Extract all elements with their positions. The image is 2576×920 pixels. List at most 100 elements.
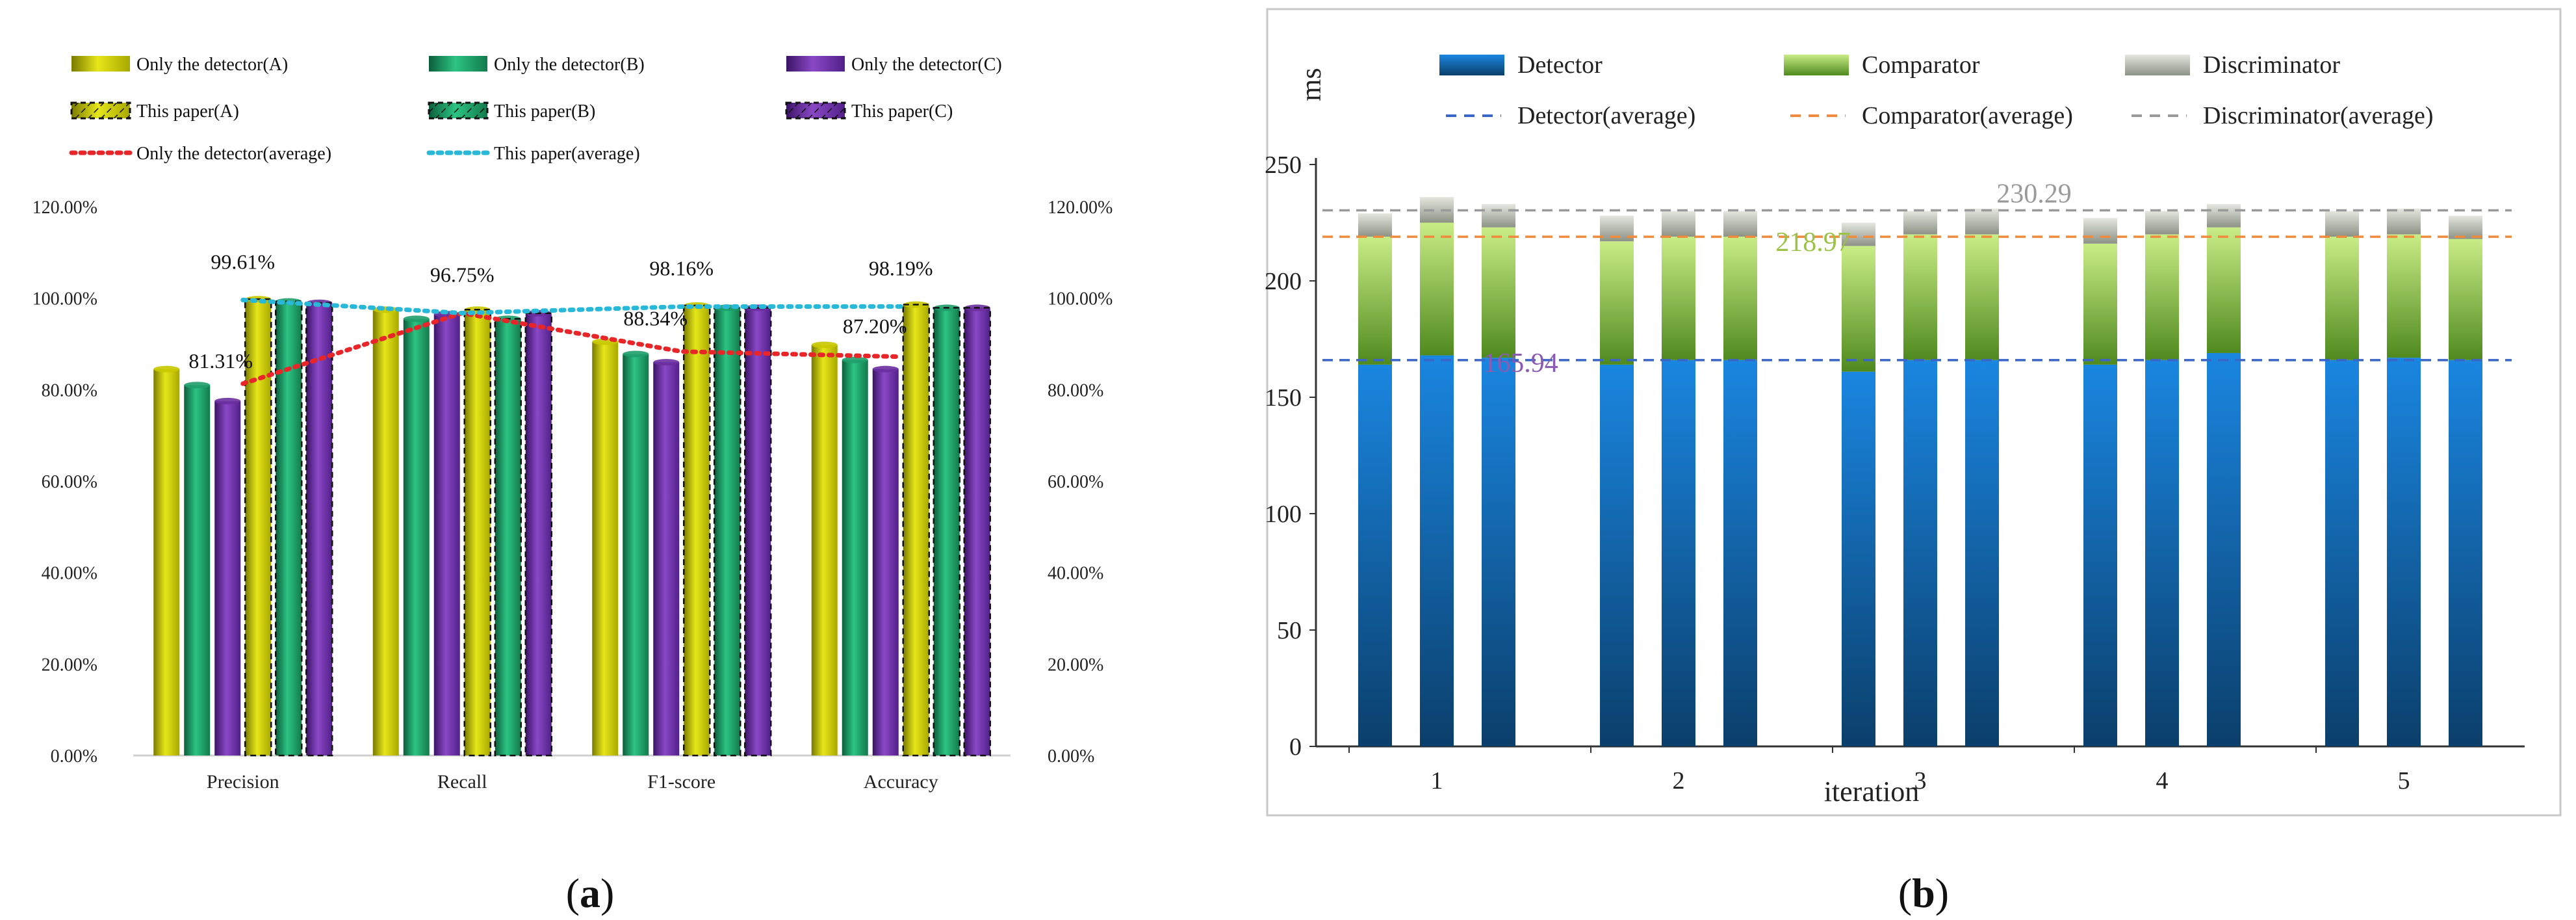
bar-segment-discriminator	[1903, 211, 1937, 235]
average-line	[240, 297, 903, 316]
legend-entry: Comparator	[1784, 51, 1980, 79]
y-tick-label: 150	[1265, 384, 1302, 412]
legend-swatch-outline	[785, 101, 846, 120]
stacked-bar	[1420, 197, 1454, 746]
bar-segment-comparator	[1842, 246, 1875, 372]
data-label: 96.75%	[430, 263, 495, 287]
stacked-bar	[1600, 215, 1634, 746]
bar-segment-discriminator	[2207, 204, 2241, 228]
bar-segment-comparator	[1358, 236, 1392, 365]
bar-segment-discriminator	[1965, 209, 1999, 235]
legend-label: Only the detector(B)	[494, 55, 645, 75]
bar-body	[184, 385, 211, 756]
bar-segment-detector	[1600, 364, 1634, 746]
y-tick-label-left: 20.00%	[42, 655, 97, 675]
bar-cap	[372, 306, 399, 313]
bar-body	[276, 301, 302, 756]
legend-swatch	[1784, 55, 1849, 75]
legend-entry: Only the detector(C)	[786, 55, 1002, 75]
bar-hatch-outline	[902, 304, 930, 757]
legend-swatch-outline	[70, 101, 131, 120]
bar-segment-discriminator	[1482, 204, 1515, 228]
x-tick-label: 5	[2398, 767, 2410, 795]
bar-segment-detector	[1903, 360, 1937, 746]
bar-cap	[872, 365, 899, 373]
bar-segment-detector	[2145, 360, 2179, 746]
y-tick-label-right: 40.00%	[1048, 564, 1103, 584]
y-tick-label-left: 0.00%	[51, 746, 97, 767]
bar-segment-comparator	[1965, 234, 1999, 360]
bar-body	[525, 313, 552, 756]
bar	[403, 315, 430, 756]
bar	[963, 304, 991, 757]
bar	[494, 315, 522, 757]
x-tick-label: 4	[2156, 767, 2169, 795]
legend-entry: This paper(A)	[70, 101, 239, 122]
bar-body	[714, 308, 741, 756]
bar-cap	[153, 365, 180, 373]
bar	[623, 350, 649, 756]
bar-segment-comparator	[1662, 236, 1695, 360]
bar-hatch-outline	[494, 318, 522, 757]
legend-entry: Only the detector(A)	[71, 55, 288, 75]
bar-body	[653, 362, 680, 756]
panel-a-chart: Only the detector(A) Only the detector(B)…	[32, 55, 1113, 793]
legend-swatch-hatch	[71, 103, 130, 118]
average-label: 230.29	[1996, 179, 2072, 209]
stacked-bar	[1358, 213, 1392, 746]
stacked-bar	[2145, 211, 2179, 746]
bar-body	[903, 304, 929, 756]
legend-swatch	[429, 56, 487, 72]
legend-swatch	[2125, 55, 2190, 75]
panel-b-chart: Detector Comparator Discriminator Detector(…	[1265, 8, 2562, 817]
legend-swatch-hatch	[786, 103, 845, 118]
bar-segment-discriminator	[2387, 209, 2421, 235]
bar-body	[842, 360, 868, 756]
bar-segment-discriminator	[1358, 213, 1392, 237]
bar-body	[153, 369, 180, 756]
bar-cap	[811, 341, 838, 348]
data-label: 88.34%	[623, 307, 688, 330]
y-tick-label-left: 60.00%	[42, 472, 97, 492]
legend-label: Comparator(average)	[1862, 102, 2073, 129]
bar	[842, 356, 868, 756]
bar	[433, 311, 460, 756]
y-tick-label-left: 40.00%	[42, 564, 97, 584]
bar-hatch-outline	[463, 309, 491, 757]
bar-body	[495, 319, 521, 756]
data-label: 87.20%	[843, 315, 907, 338]
bar	[902, 301, 930, 757]
bar-segment-comparator	[2387, 234, 2421, 358]
bar-segment-discriminator	[2449, 215, 2482, 239]
bar-body	[933, 308, 960, 756]
stacked-bar	[2449, 215, 2482, 746]
bar-hatch-outline	[744, 307, 772, 757]
bar	[214, 397, 241, 756]
stacked-bar	[2325, 211, 2359, 746]
bar-segment-comparator	[2325, 236, 2359, 360]
bar	[872, 365, 899, 756]
bar-body	[872, 369, 899, 756]
bar-body	[403, 319, 430, 756]
bar	[683, 302, 711, 757]
data-label: 99.61%	[211, 250, 275, 273]
data-label: 98.19%	[869, 256, 933, 280]
panel-frame	[1266, 8, 2562, 817]
legend-swatch	[786, 56, 845, 72]
panel-a-caption: (a)	[566, 870, 615, 916]
bar-segment-detector	[2207, 352, 2241, 746]
bar-segment-discriminator	[2325, 211, 2359, 237]
bar-segment-comparator	[1903, 234, 1937, 360]
legend-label: Detector(average)	[1517, 102, 1695, 129]
stacked-bar	[1662, 211, 1695, 746]
y-tick-label: 0	[1289, 733, 1302, 761]
y-tick-label-right: 20.00%	[1048, 655, 1103, 675]
x-tick-label: F1-score	[647, 771, 715, 793]
bar-segment-detector	[1662, 360, 1695, 746]
legend-label: This paper(B)	[494, 101, 595, 122]
y-tick-label-right: 0.00%	[1048, 746, 1094, 767]
x-tick-label: 3	[1914, 767, 1927, 795]
bar-segment-detector	[1965, 360, 1999, 746]
bar-segment-discriminator	[1842, 222, 1875, 246]
